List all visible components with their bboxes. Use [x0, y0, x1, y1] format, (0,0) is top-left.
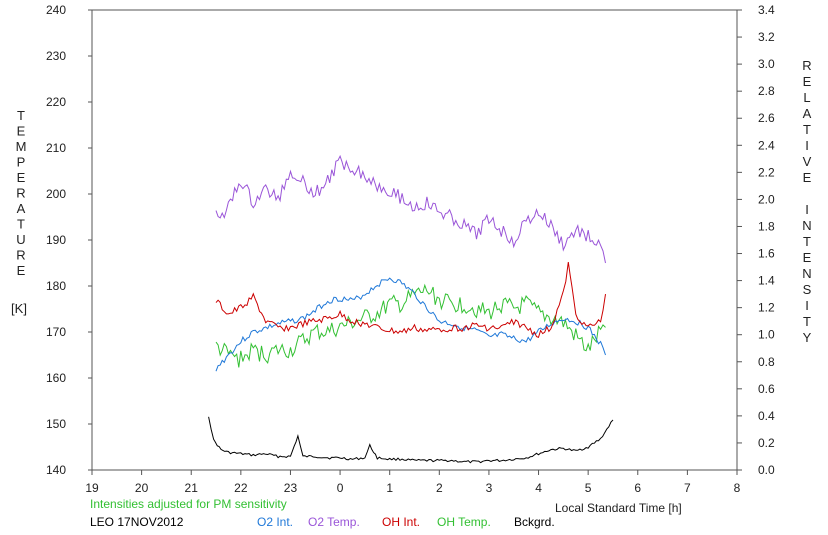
x-tick-label: 19	[85, 481, 99, 495]
y-right-tick-label: 3.2	[758, 30, 775, 44]
left-label-letter: P	[17, 155, 26, 170]
y-right-tick-label: 2.0	[758, 192, 775, 206]
right-label-letter: R	[802, 58, 811, 73]
legend-bckgrd: Bckgrd.	[514, 515, 555, 529]
right-label-letter: I	[805, 202, 809, 217]
y-right-tick-label: 2.2	[758, 165, 775, 179]
x-tick-label: 8	[734, 481, 741, 495]
left-label-letter: E	[17, 124, 26, 139]
y-right-tick-label: 0.2	[758, 436, 775, 450]
right-label-letter: E	[803, 74, 812, 89]
pm-sensitivity-note: Intensities adjusted for PM sensitivity	[90, 497, 287, 511]
series-line-oh-int	[215, 262, 606, 338]
y-left-tick-label: 170	[46, 325, 66, 339]
legend-oh-temp: OH Temp.	[437, 515, 491, 529]
y-right-tick-label: 2.4	[758, 138, 775, 152]
series-line-o2-int	[215, 277, 606, 372]
x-axis-label: Local Standard Time [h]	[555, 501, 682, 515]
right-label-letter: L	[803, 90, 810, 105]
y-right-tick-label: 1.6	[758, 247, 775, 261]
left-label-letter: R	[16, 186, 25, 201]
y-left-tick-label: 180	[46, 279, 66, 293]
x-tick-label: 7	[684, 481, 691, 495]
y-right-tick-label: 1.4	[758, 274, 775, 288]
left-label-letter: T	[17, 217, 25, 232]
left-label-letter: R	[16, 248, 25, 263]
left-label-letter: T	[17, 108, 25, 123]
right-label-letter: Y	[803, 330, 812, 345]
right-label-letter: V	[803, 154, 812, 169]
series-line-o2-temp	[215, 154, 606, 264]
series-line-oh-temp	[215, 283, 606, 368]
right-label-letter: T	[803, 122, 811, 137]
series-line-bckgrd	[208, 416, 614, 464]
y-right-tick-label: 2.8	[758, 84, 775, 98]
y-right-tick-label: 3.4	[758, 3, 775, 17]
x-tick-label: 0	[337, 481, 344, 495]
left-label-letter: U	[16, 232, 25, 247]
left-label-letter: E	[17, 170, 26, 185]
y-left-tick-label: 160	[46, 371, 66, 385]
right-label-letter: I	[805, 138, 809, 153]
left-label-unit: [K]	[11, 301, 27, 316]
y-left-tick-label: 140	[46, 463, 66, 477]
legend-o2-temp: O2 Temp.	[308, 515, 360, 529]
left-label-letter: A	[17, 201, 26, 216]
x-tick-label: 5	[585, 481, 592, 495]
x-tick-label: 1	[386, 481, 393, 495]
left-label-letter: E	[17, 263, 26, 278]
x-tick-label: 6	[634, 481, 641, 495]
plot-frame	[91, 9, 738, 471]
y-right-tick-label: 1.0	[758, 328, 775, 342]
x-tick-label: 20	[135, 481, 149, 495]
right-label-letter: E	[803, 250, 812, 265]
y-right-tick-label: 0.4	[758, 409, 775, 423]
y-right-tick-label: 2.6	[758, 111, 775, 125]
x-tick-label: 2	[436, 481, 443, 495]
x-tick-label: 23	[284, 481, 298, 495]
y-left-tick-label: 230	[46, 49, 66, 63]
right-label-letter: I	[805, 298, 809, 313]
x-tick-label: 22	[234, 481, 248, 495]
y-left-tick-label: 220	[46, 95, 66, 109]
station-date-label: LEO 17NOV2012	[90, 515, 184, 529]
legend: O2 Int. O2 Temp. OH Int. OH Temp. Bckgrd…	[257, 515, 555, 529]
y-left-tick-label: 190	[46, 233, 66, 247]
y-right-tick-label: 1.8	[758, 219, 775, 233]
right-label-letter: A	[803, 106, 812, 121]
x-tick-label: 3	[486, 481, 493, 495]
right-label-letter: E	[803, 170, 812, 185]
left-label-letter: M	[16, 139, 27, 154]
series-layer	[208, 154, 614, 464]
y-right-tick-label: 3.0	[758, 57, 775, 71]
x-tick-label: 4	[535, 481, 542, 495]
x-tick-label: 21	[185, 481, 199, 495]
y-right-tick-label: 0.6	[758, 382, 775, 396]
y-right-tick-label: 1.2	[758, 301, 775, 315]
legend-oh-int: OH Int.	[382, 515, 420, 529]
axes: 19 20 21 22 23 0 1 2 3 4 5 6 7 8140150160170180190200…	[46, 3, 775, 495]
y-right-tick-label: 0.8	[758, 355, 775, 369]
right-label-letter: T	[803, 314, 811, 329]
y-right-tick-label: 0.0	[758, 463, 775, 477]
y-left-tick-label: 200	[46, 187, 66, 201]
y-left-tick-label: 240	[46, 3, 66, 17]
y-left-tick-label: 150	[46, 417, 66, 431]
right-label-letter: T	[803, 234, 811, 249]
right-label-letter: N	[802, 218, 811, 233]
legend-o2-int: O2 Int.	[257, 515, 293, 529]
right-label-letter: N	[802, 266, 811, 281]
y-left-tick-label: 210	[46, 141, 66, 155]
right-label-letter: S	[803, 282, 812, 297]
